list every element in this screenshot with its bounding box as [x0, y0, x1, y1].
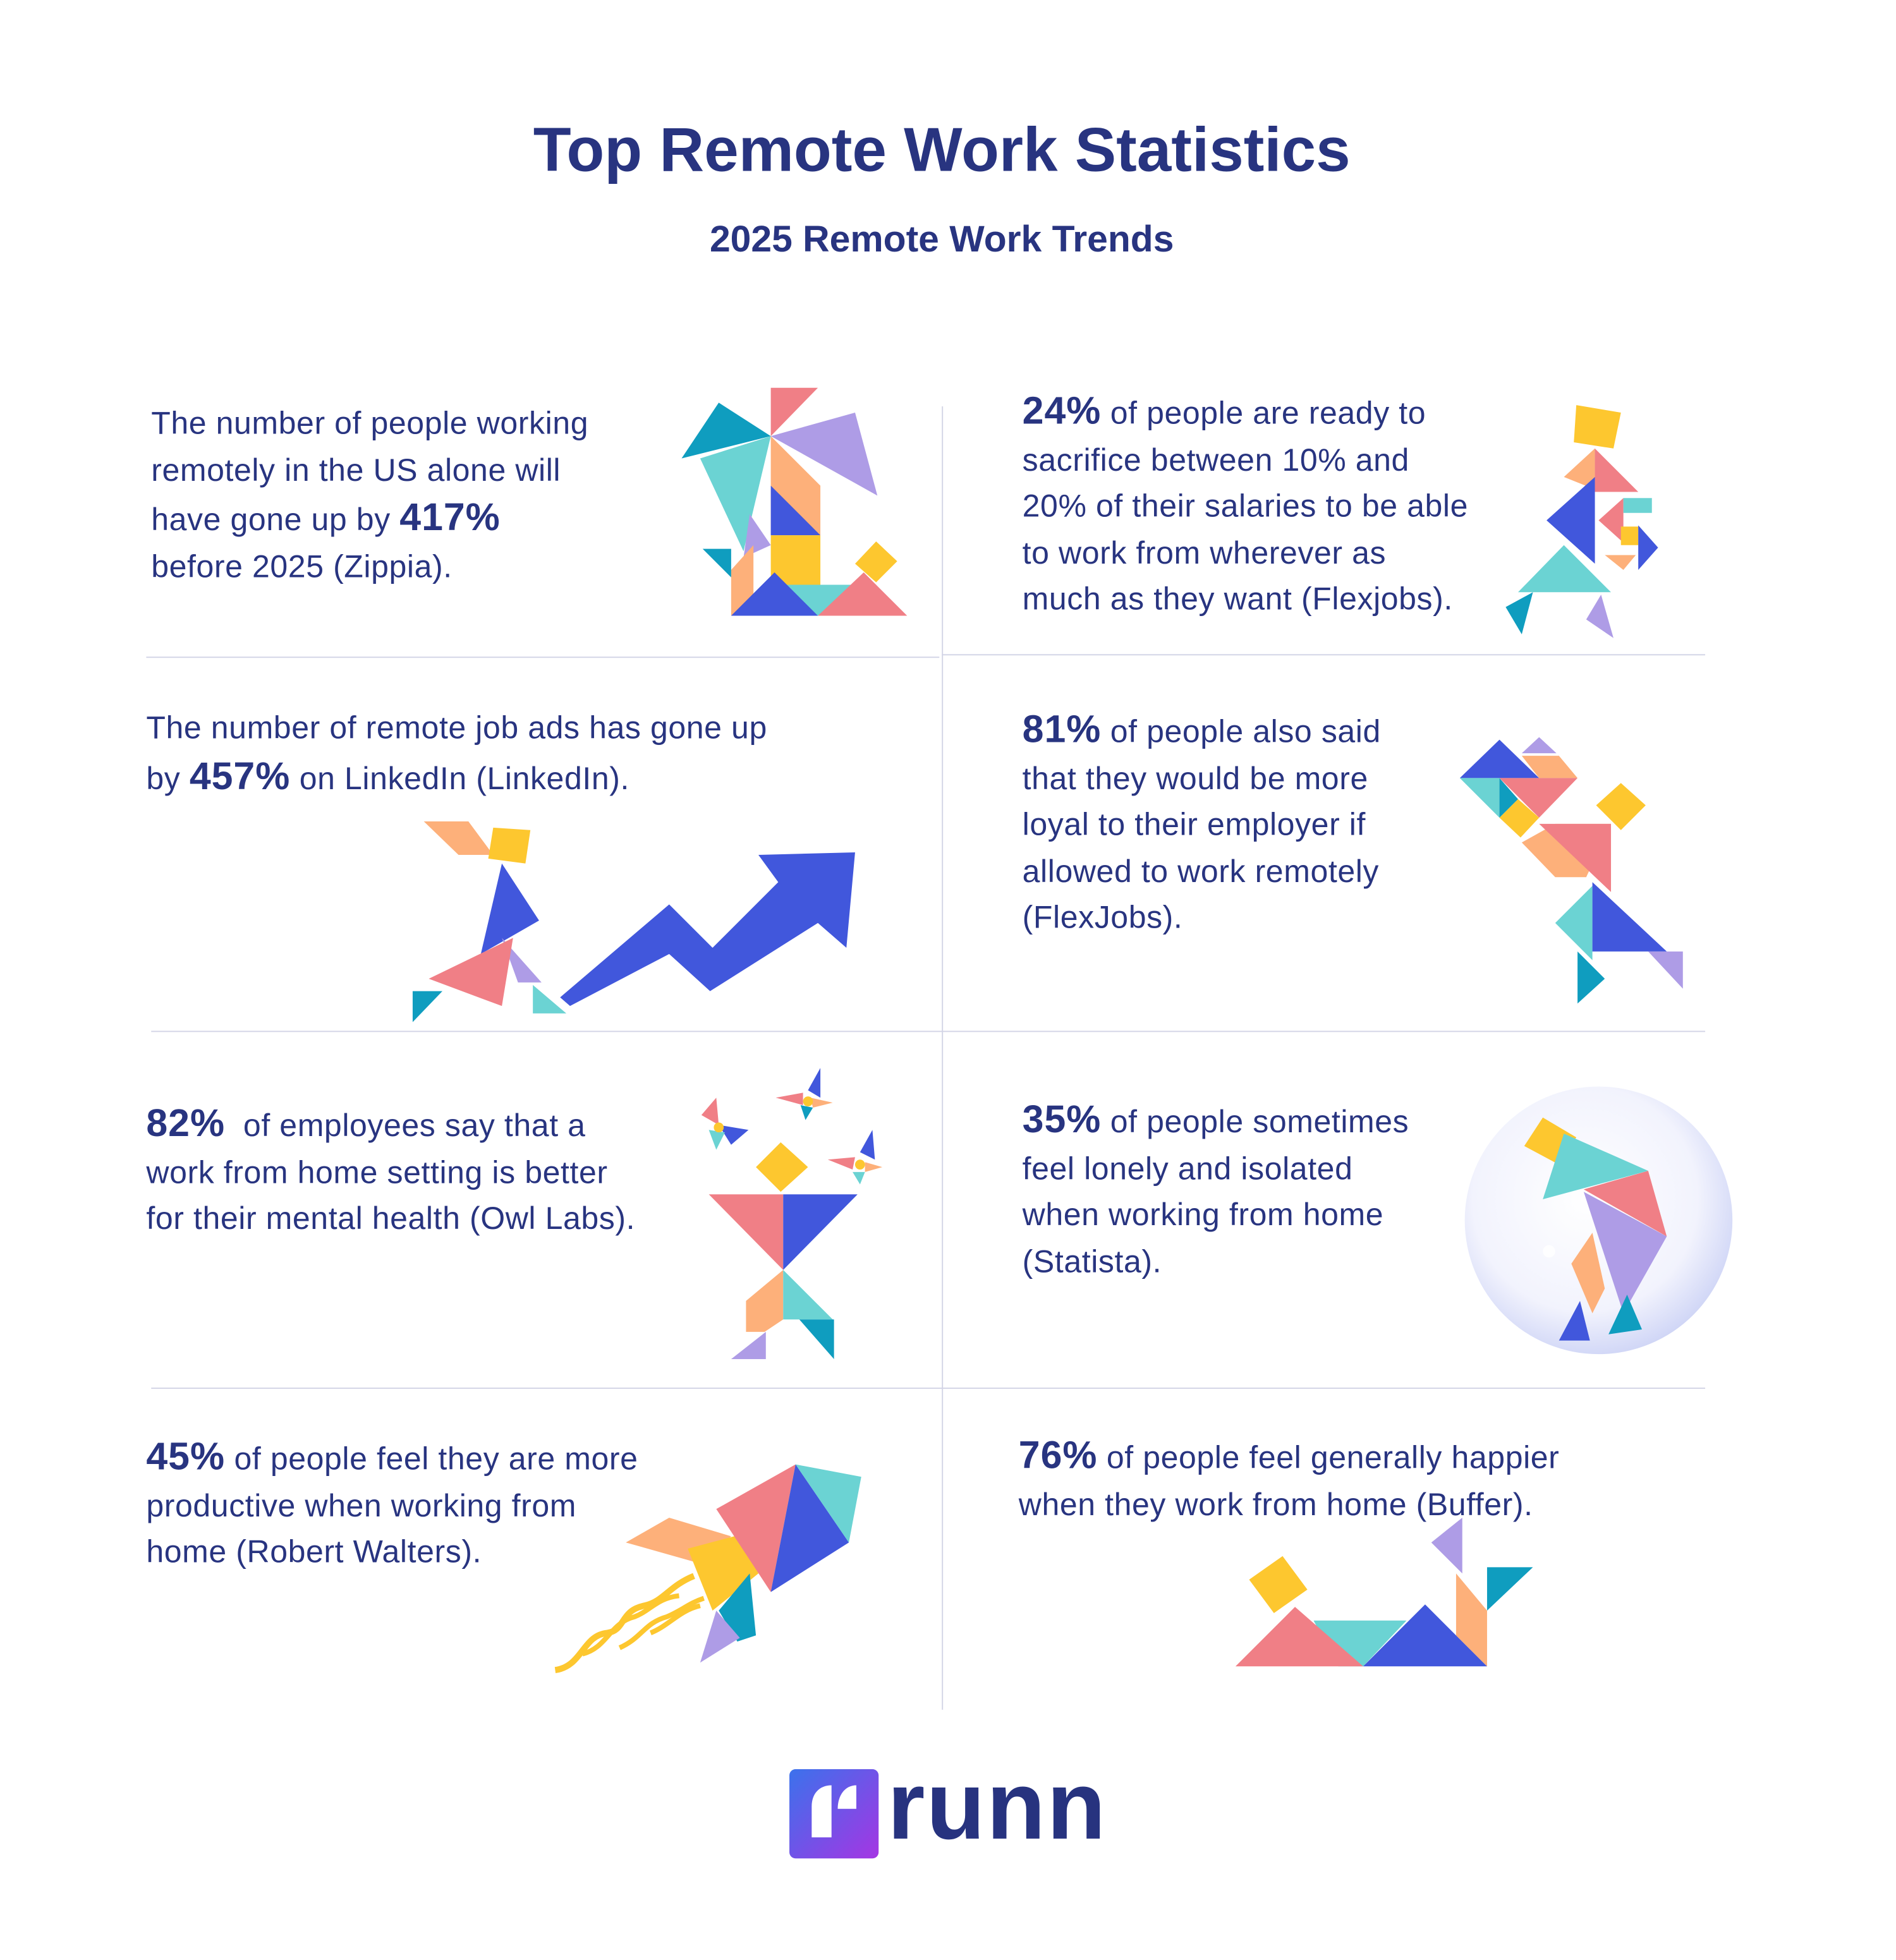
butterfly-icon — [827, 1130, 883, 1185]
runner-figure-illustration — [412, 821, 567, 1022]
stat-text: The number of people working remotely in… — [151, 406, 589, 538]
lying-figure-illustration — [1235, 1517, 1533, 1667]
kite-figure-illustration — [1459, 737, 1683, 1004]
butterfly-icon — [775, 1068, 833, 1120]
butterfly-icon — [701, 1098, 749, 1150]
vertical-divider — [942, 406, 944, 1710]
stat-value: 82% — [146, 1101, 225, 1145]
pinwheel-figure-illustration — [681, 387, 908, 616]
trend-arrow-icon — [560, 852, 855, 1007]
stat-text: of people feel generally happier when th… — [1018, 1441, 1560, 1522]
row-divider — [151, 1031, 1706, 1032]
stat-loyalty: 81% of people also said that they would … — [1023, 706, 1381, 943]
stat-value: 417% — [399, 495, 501, 539]
stat-job-ads: The number of remote job ads has gone up… — [146, 706, 767, 803]
stat-productivity: 45% of people feel they are more product… — [146, 1434, 638, 1576]
butterfly-figure-illustration — [701, 1068, 883, 1359]
stat-text: of people also said that they would be m… — [1022, 715, 1381, 936]
row-divider — [151, 1388, 1706, 1389]
stat-value: 457% — [189, 754, 291, 797]
stat-value: 76% — [1018, 1433, 1098, 1477]
stat-text: of people feel they are more productive … — [146, 1442, 638, 1570]
stat-remote-workers: The number of people working remotely in… — [151, 401, 588, 591]
stat-salary-sacrifice: 24% of people are ready to sacrifice bet… — [1023, 388, 1468, 624]
stat-text: of employees say that a work from home s… — [146, 1108, 636, 1237]
row-divider — [146, 656, 940, 658]
stat-happiness: 76% of people feel generally happier whe… — [1019, 1432, 1560, 1529]
juggler-figure-illustration — [1505, 405, 1658, 638]
runn-logo-icon — [789, 1769, 879, 1859]
page-subtitle: 2025 Remote Work Trends — [709, 219, 1174, 260]
row-divider — [942, 654, 1706, 656]
stat-text: of people sometimes feel lonely and isol… — [1022, 1105, 1409, 1279]
stat-text: The number of remote job ads has gone up… — [146, 711, 767, 796]
bubble-figure-illustration — [1464, 1086, 1733, 1355]
stat-value: 81% — [1022, 707, 1102, 751]
page-title: Top Remote Work Statistics — [533, 115, 1351, 185]
stat-value: 35% — [1022, 1098, 1102, 1141]
stat-value: 45% — [146, 1434, 225, 1479]
stat-text: of people are ready to sacrifice between… — [1022, 396, 1469, 617]
stat-text: before 2025 (Zippia). — [151, 549, 453, 584]
stat-value: 24% — [1022, 389, 1102, 433]
stat-mental-health: 82% of employees say that a work from ho… — [146, 1100, 635, 1243]
rocket-illustration — [554, 1464, 861, 1674]
stat-loneliness: 35% of people sometimes feel lonely and … — [1023, 1096, 1409, 1286]
runn-logo-wordmark: runn — [887, 1750, 1107, 1860]
stat-text: on LinkedIn (LinkedIn). — [290, 761, 629, 796]
